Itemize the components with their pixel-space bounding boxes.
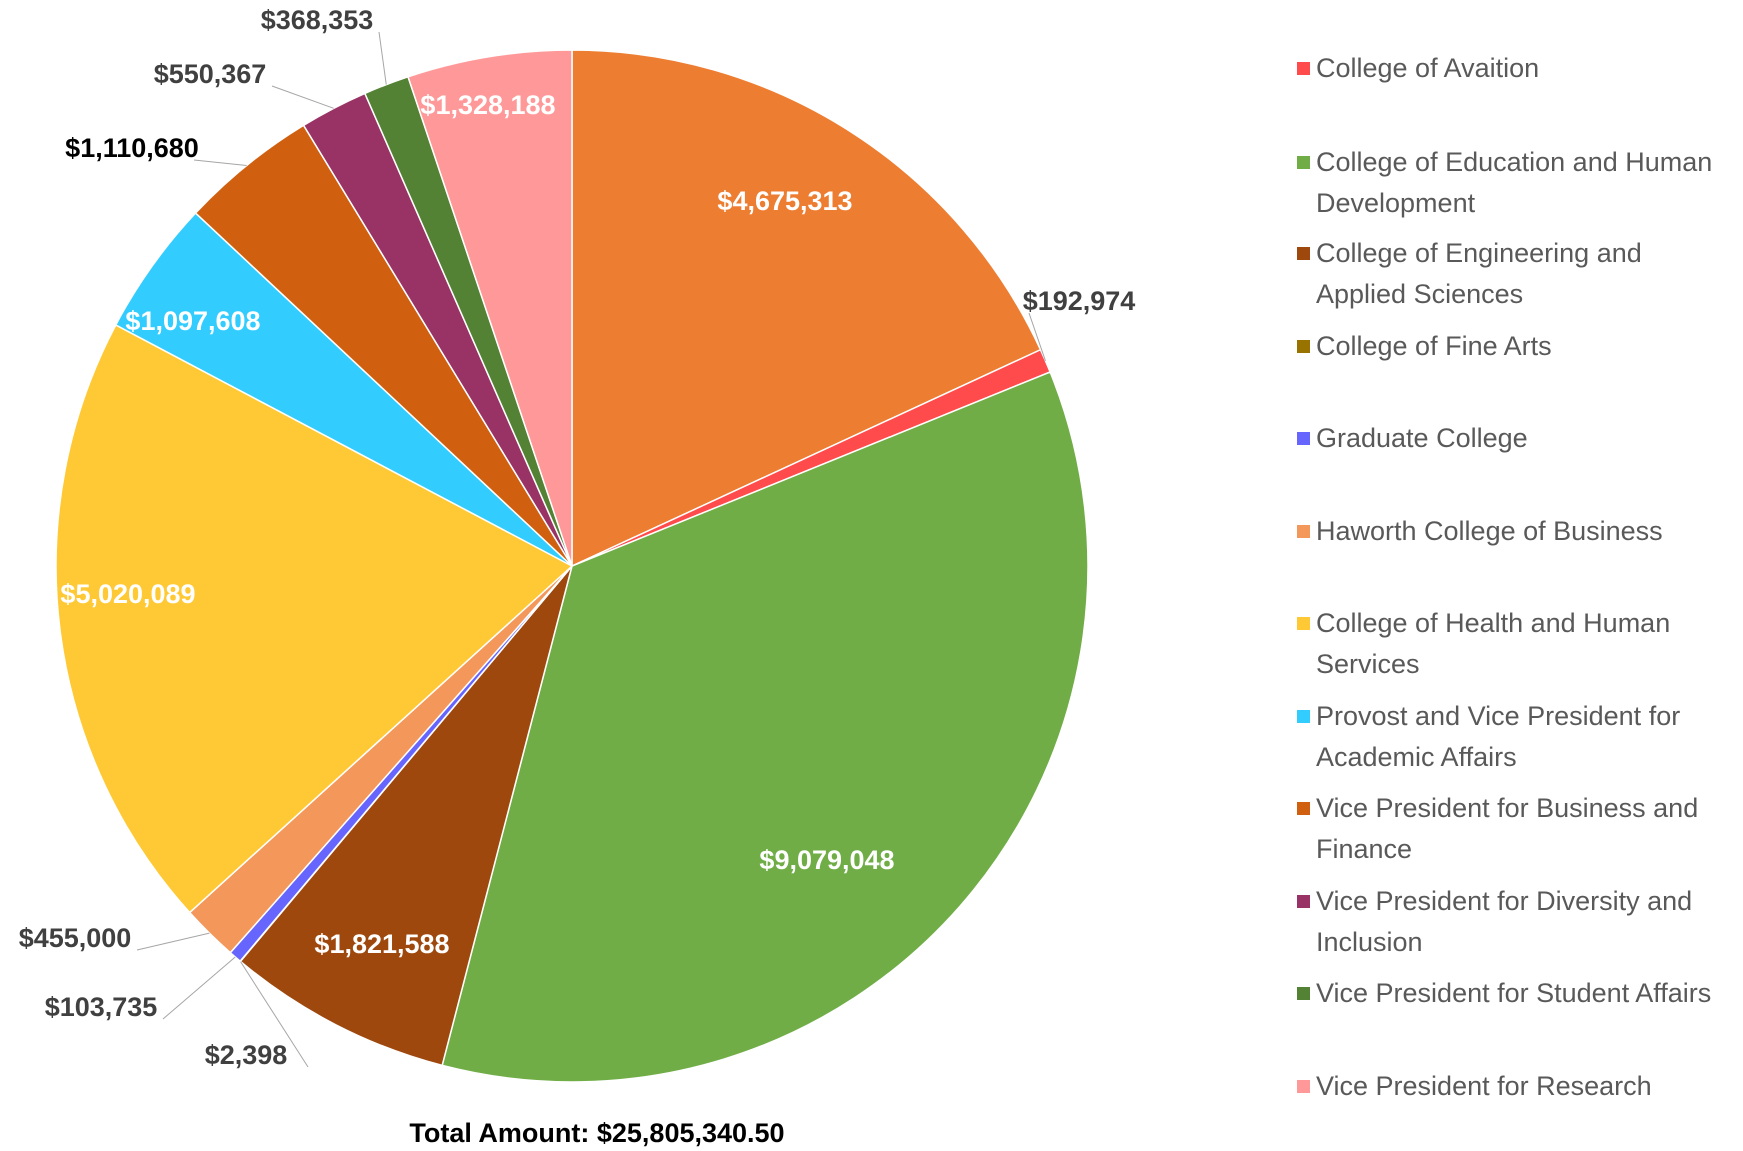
legend-label: College of Fine Arts	[1316, 331, 1552, 361]
data-label: $5,020,089	[60, 579, 195, 609]
legend-swatch	[1297, 802, 1310, 815]
legend-item: College of Avaition	[1297, 48, 1737, 89]
legend-label: Vice President for Student Affairs	[1316, 978, 1712, 1008]
legend-label: Vice President for Business and Finance	[1316, 793, 1699, 864]
data-label: $1,328,188	[420, 90, 555, 120]
legend-item: Vice President for Research	[1297, 1066, 1737, 1107]
data-label: $2,398	[205, 1040, 288, 1070]
data-label: $1,110,680	[65, 133, 199, 163]
data-label: $550,367	[154, 59, 267, 89]
pie-slice	[239, 565, 573, 1067]
legend-item: College of Health and Human Services	[1297, 603, 1737, 685]
legend-swatch	[1297, 62, 1310, 75]
legend-item: College of Education and Human Developme…	[1297, 142, 1737, 224]
legend-label: College of Education and Human Developme…	[1316, 147, 1713, 218]
leader-line	[378, 31, 387, 85]
legend-swatch	[1297, 432, 1310, 445]
leader-line	[1028, 312, 1046, 361]
leader-line	[162, 956, 236, 1020]
legend-label: Vice President for Diversity and Inclusi…	[1316, 886, 1693, 957]
pie-slice	[571, 49, 1042, 568]
legend-swatch	[1297, 340, 1310, 353]
legend-swatch	[1297, 895, 1310, 908]
legend-item: College of Fine Arts	[1297, 326, 1737, 367]
leader-line	[239, 960, 309, 1068]
legend-label: Haworth College of Business	[1316, 516, 1663, 546]
legend-label: Provost and Vice President for Academic …	[1316, 701, 1681, 772]
data-label: $455,000	[19, 923, 132, 953]
data-label: $192,974	[1023, 286, 1136, 316]
legend-item: Vice President for Business and Finance	[1297, 788, 1737, 870]
data-label: $1,097,608	[125, 306, 260, 336]
leader-line	[136, 932, 210, 951]
leader-line	[271, 85, 334, 109]
data-label: $4,675,313	[717, 186, 852, 216]
legend-swatch	[1297, 987, 1310, 1000]
data-label: $368,353	[261, 5, 374, 35]
legend-label: College of Engineering and Applied Scien…	[1316, 238, 1642, 309]
legend-swatch	[1297, 525, 1310, 538]
legend-label: Graduate College	[1316, 423, 1528, 453]
data-label: $1,821,588	[314, 929, 449, 959]
legend-item: Vice President for Student Affairs	[1297, 973, 1737, 1014]
legend-swatch	[1297, 617, 1310, 630]
pie-slice	[55, 323, 574, 914]
legend-label: College of Health and Human Services	[1316, 608, 1671, 679]
leader-line	[193, 159, 247, 167]
legend-item: Graduate College	[1297, 418, 1737, 459]
pie-slice	[407, 49, 573, 567]
legend-label: College of Avaition	[1316, 53, 1540, 83]
legend-item: College of Engineering and Applied Scien…	[1297, 233, 1737, 315]
legend-item: Haworth College of Business	[1297, 511, 1737, 552]
pie-slice	[441, 371, 1089, 1083]
legend-swatch	[1297, 710, 1310, 723]
footer: Total Amount: $25,805,340.50	[409, 1118, 784, 1148]
legend-item: Provost and Vice President for Academic …	[1297, 696, 1737, 778]
legend-item: Vice President for Diversity and Inclusi…	[1297, 881, 1737, 963]
legend-swatch	[1297, 156, 1310, 169]
legend-swatch	[1297, 1080, 1310, 1093]
data-label: $9,079,048	[759, 845, 894, 875]
data-label: $103,735	[45, 992, 158, 1022]
legend-swatch	[1297, 247, 1310, 260]
legend-label: Vice President for Research	[1316, 1071, 1652, 1101]
